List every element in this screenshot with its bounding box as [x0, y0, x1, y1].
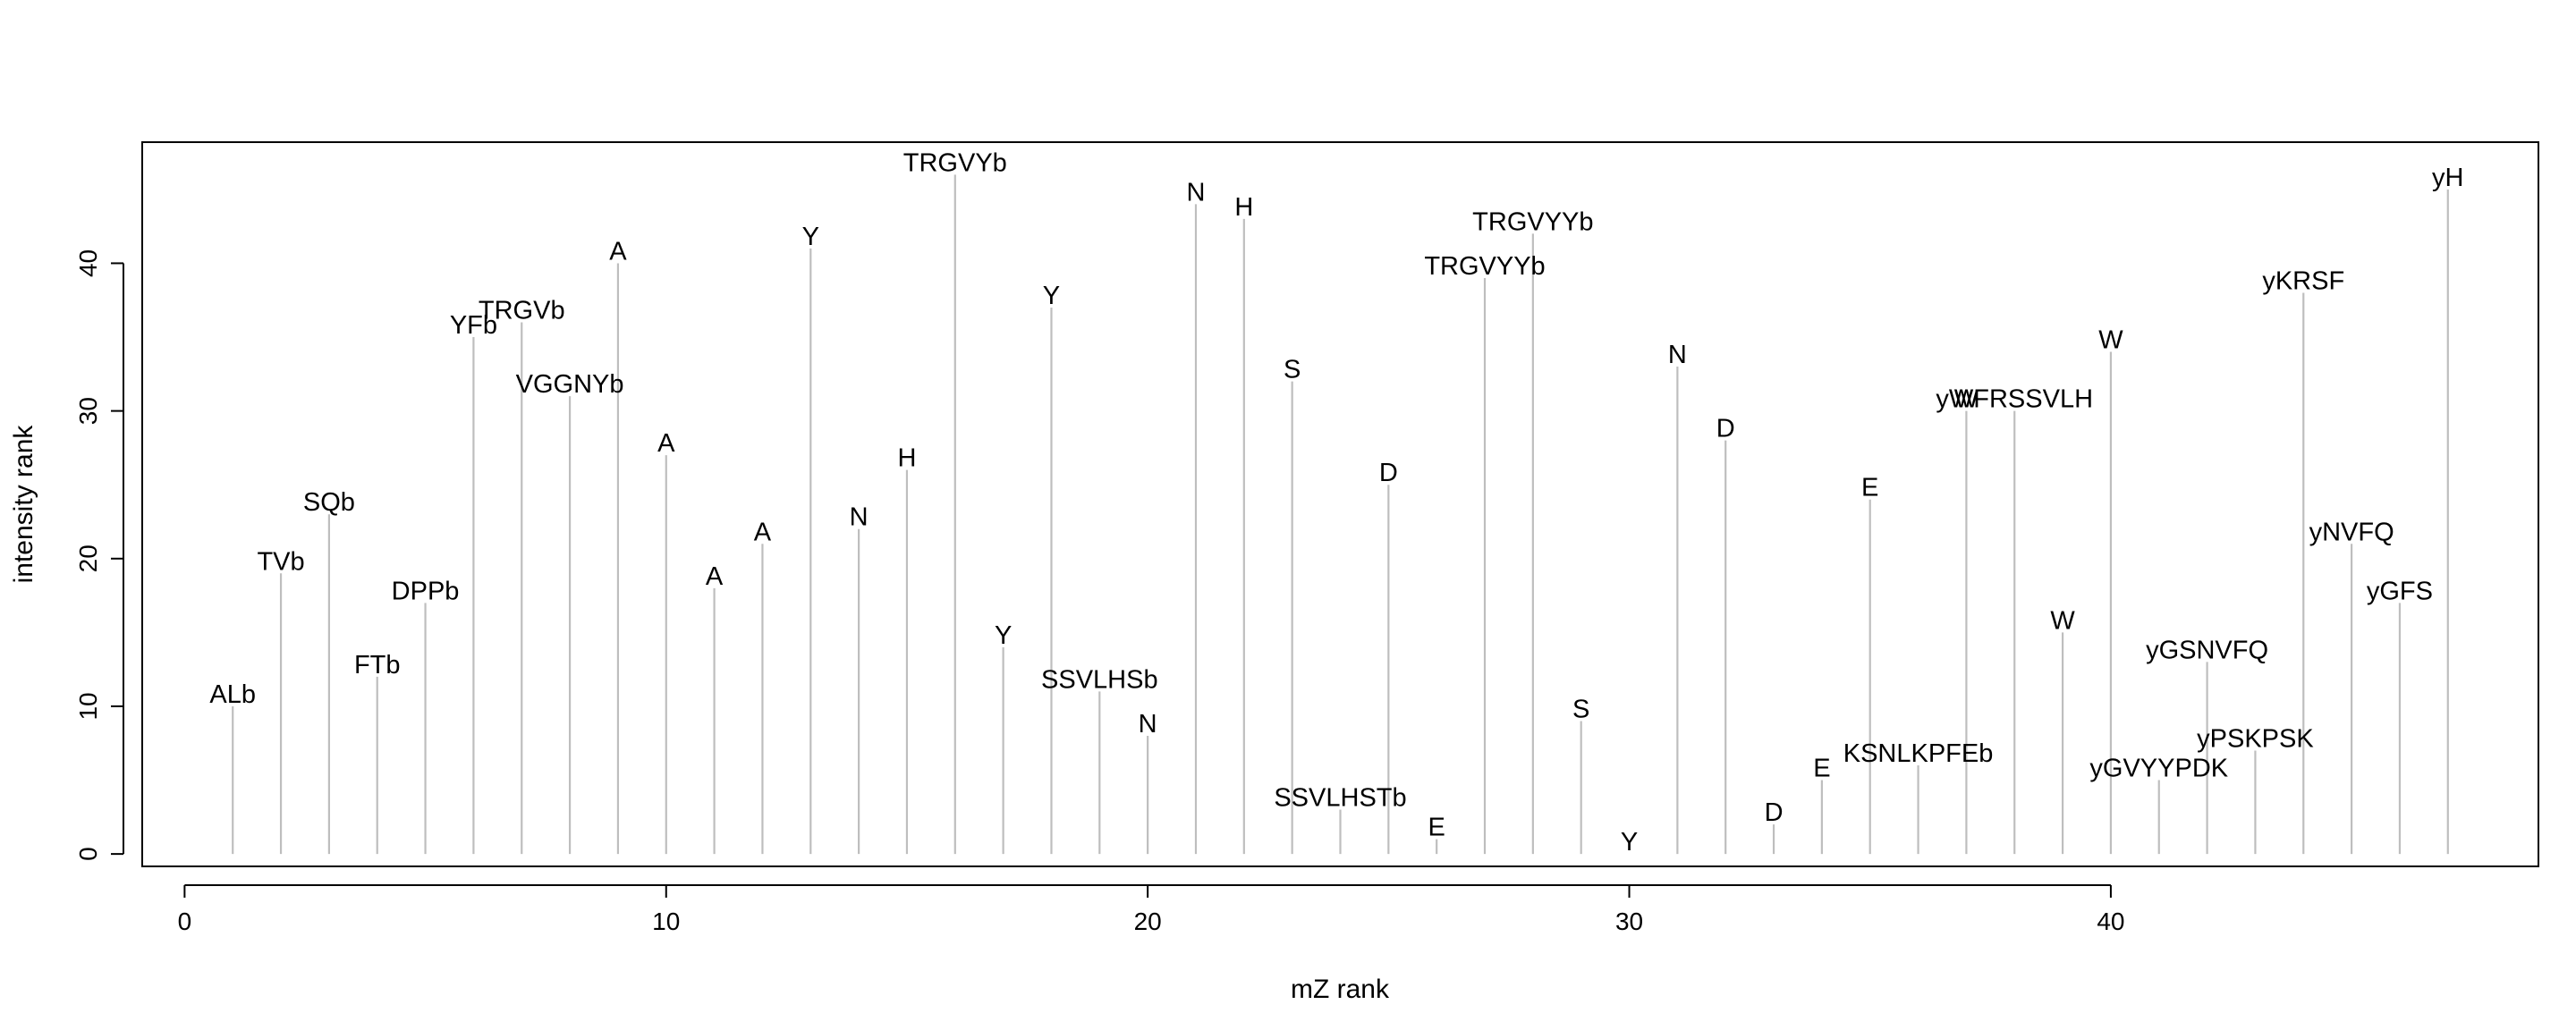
- peak-label-31: N: [1668, 341, 1687, 369]
- peak-label-32: D: [1716, 415, 1735, 443]
- peak-label-42: yGSNVFQ: [2146, 636, 2268, 664]
- peak-label-20: N: [1139, 710, 1157, 739]
- peak-label-35: E: [1861, 474, 1878, 502]
- plot-frame: [141, 141, 2539, 867]
- peak-label-10: A: [657, 429, 675, 458]
- peak-label-23: S: [1284, 356, 1301, 384]
- peak-label-24: SSVLHSTb: [1274, 784, 1406, 813]
- peak-label-30: Y: [1621, 828, 1638, 857]
- peak-label-39: W: [2050, 606, 2075, 635]
- peak-label-16: TRGVYb: [903, 148, 1007, 177]
- peak-label-13: Y: [802, 223, 819, 251]
- peak-label-45: yNVFQ: [2309, 518, 2394, 546]
- peak-label-14: N: [850, 503, 869, 532]
- peak-label-4: FTb: [354, 651, 401, 680]
- peak-label-47: yH: [2432, 164, 2463, 192]
- peak-label-28: TRGVYYb: [1472, 207, 1593, 236]
- peak-label-43: yPSKPSK: [2197, 725, 2314, 754]
- peak-label-29: S: [1572, 695, 1589, 723]
- y-tick-label-40: 40: [74, 249, 102, 277]
- peak-label-5: DPPb: [392, 577, 460, 605]
- peak-label-36: KSNLKPFEb: [1843, 739, 1994, 768]
- x-axis: 0 10 20 30 40: [178, 884, 2124, 935]
- y-tick-label-10: 10: [74, 692, 102, 720]
- peak-labels-layer: ALbTVbSQbFTbDPPbYFbTRGVbVGGNYbAAAAYNHTRG…: [209, 148, 2463, 857]
- peak-label-1: ALb: [209, 680, 256, 709]
- peak-label-33: D: [1765, 798, 1784, 827]
- peak-label-6: YFb: [450, 311, 497, 340]
- peak-label-37: W: [1954, 385, 1979, 414]
- x-tick-label-30: 30: [1615, 908, 1643, 935]
- peak-label-21: N: [1187, 178, 1206, 207]
- stems-layer: [232, 174, 2449, 855]
- peak-label-38: yWFRSSVLH: [1936, 385, 2093, 414]
- peak-label-25: D: [1379, 459, 1398, 487]
- peak-label-12: A: [754, 518, 772, 546]
- x-tick-label-10: 10: [652, 908, 680, 935]
- peak-label-17: Y: [995, 621, 1012, 650]
- peak-label-27: TRGVYYb: [1424, 252, 1545, 281]
- x-tick-label-0: 0: [178, 908, 192, 935]
- peak-label-26: E: [1428, 814, 1445, 842]
- peak-label-18: Y: [1043, 282, 1060, 310]
- peak-label-7: TRGVb: [479, 297, 565, 325]
- peak-label-22: H: [1234, 193, 1253, 222]
- peak-label-41: yGVYYPDK: [2089, 755, 2228, 783]
- peak-label-9: A: [609, 237, 627, 266]
- y-tick-label-30: 30: [74, 397, 102, 425]
- peak-label-19: SSVLHSb: [1041, 665, 1158, 694]
- y-axis: 0 10 20 30 40: [74, 249, 124, 861]
- y-tick-label-0: 0: [74, 847, 102, 861]
- y-tick-label-20: 20: [74, 545, 102, 572]
- peak-label-34: E: [1813, 755, 1830, 783]
- x-tick-label-40: 40: [2097, 908, 2124, 935]
- peak-label-8: VGGNYb: [516, 370, 624, 399]
- peak-label-3: SQb: [303, 488, 355, 517]
- peak-label-2: TVb: [257, 547, 304, 576]
- peak-label-15: H: [897, 444, 916, 473]
- x-axis-title: mZ rank: [1291, 975, 1390, 1004]
- y-axis-title: intensity rank: [9, 425, 38, 584]
- peak-label-44: yKRSF: [2262, 266, 2344, 295]
- peak-label-46: yGFS: [2367, 577, 2433, 605]
- peak-label-40: W: [2098, 326, 2123, 355]
- x-tick-label-20: 20: [1134, 908, 1162, 935]
- peak-label-11: A: [706, 562, 724, 591]
